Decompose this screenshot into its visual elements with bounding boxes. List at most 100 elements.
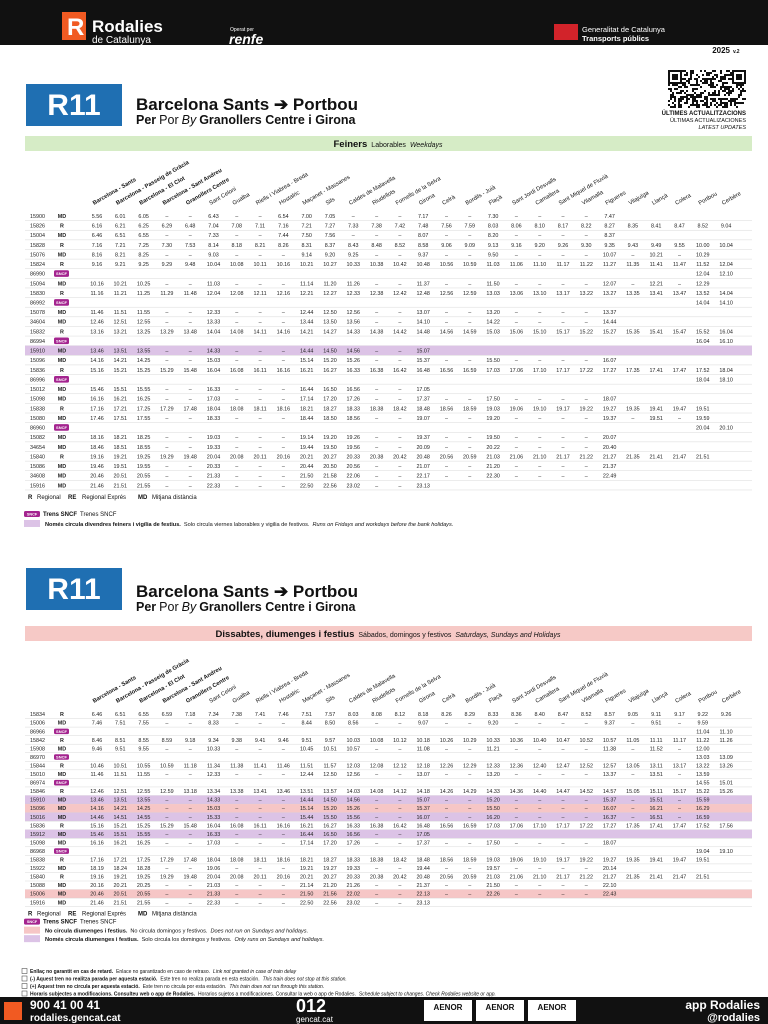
qr-cell [714, 104, 716, 106]
train-type: MD [58, 840, 66, 846]
gencat-sub: Transports públics [582, 34, 649, 43]
qr-cell [702, 74, 704, 76]
qr-cell [708, 84, 710, 86]
qr-cell [678, 70, 680, 72]
time: 18.16 [277, 406, 291, 412]
time: 14.10 [719, 301, 733, 307]
time: 13.57 [323, 789, 337, 795]
footnote: (-) Aquest tren no realitza parada per a… [30, 977, 347, 983]
qr-cell [702, 78, 704, 80]
time: 10.21 [649, 252, 663, 258]
qr-cell [732, 70, 734, 72]
time: 13.27 [603, 291, 617, 297]
qr-cell [674, 78, 676, 80]
time: 17.22 [580, 368, 594, 374]
time: 16.07 [416, 815, 430, 821]
time: 14.29 [463, 789, 477, 795]
time: 8.06 [511, 224, 522, 230]
train-type: R [60, 454, 64, 460]
qr-cell [694, 88, 696, 90]
train-number: 15838 [30, 406, 45, 412]
time: 13.05 [626, 763, 640, 769]
time: 19.06 [207, 866, 221, 872]
day-part: Weekdays [410, 142, 443, 149]
time: 19.47 [673, 406, 687, 412]
time: 13.59 [696, 772, 710, 778]
time: 7.44 [278, 233, 289, 239]
time: 21.46 [90, 483, 104, 489]
time: 10.51 [114, 763, 128, 769]
time: 17.37 [416, 840, 430, 846]
time: 13.48 [183, 329, 197, 335]
qr-cell [722, 98, 724, 100]
qr-cell [744, 82, 746, 84]
time: – [515, 214, 518, 220]
time: 17.47 [673, 823, 687, 829]
qr-cell [668, 104, 670, 106]
time: 14.16 [90, 806, 104, 812]
time: 8.07 [418, 233, 429, 239]
qr-cell [738, 78, 740, 80]
time: – [562, 416, 565, 422]
qr-cell [702, 82, 704, 84]
time: 10.29 [696, 252, 710, 258]
qr-cell [720, 100, 722, 102]
qr-cell [670, 96, 672, 98]
time: 12.56 [347, 772, 361, 778]
time: 14.21 [300, 329, 314, 335]
qr-cell [668, 100, 670, 102]
time: – [375, 900, 378, 906]
train-type: R [60, 823, 64, 829]
qr-cell [706, 102, 708, 104]
time: – [235, 358, 238, 364]
train-number: 15834 [30, 712, 45, 718]
time: 6.46 [92, 233, 103, 239]
qr-cell [672, 94, 674, 96]
time: 20.11 [254, 454, 267, 460]
time: 9.22 [698, 712, 709, 718]
time: 16.16 [90, 397, 104, 403]
time: – [235, 892, 238, 898]
time: 15.20 [486, 798, 500, 804]
time: 9.51 [651, 721, 662, 727]
time: – [678, 798, 681, 804]
time: 7.25 [138, 243, 149, 249]
time: – [398, 840, 401, 846]
time: 17.37 [416, 397, 430, 403]
time: 8.20 [488, 233, 499, 239]
time: 15.51 [114, 387, 128, 393]
time: 13.07 [416, 310, 430, 316]
time: 14.40 [533, 789, 547, 795]
time: 11.47 [673, 262, 686, 268]
time: 14.55 [696, 781, 710, 787]
time: 10.29 [463, 738, 477, 744]
time: 14.46 [90, 815, 104, 821]
qr-cell [714, 74, 716, 76]
time: 19.29 [160, 875, 174, 881]
time: 16.11 [254, 823, 267, 829]
time: – [631, 798, 634, 804]
time: 21.07 [416, 464, 430, 470]
time: 18.38 [370, 858, 384, 864]
time: 15.26 [347, 358, 361, 364]
time: 13.03 [486, 291, 500, 297]
train-type: R [60, 329, 64, 335]
time: – [468, 435, 471, 441]
time: 10.08 [230, 262, 244, 268]
time: 19.10 [719, 849, 733, 855]
time: 15.03 [207, 358, 221, 364]
time: 14.55 [137, 815, 151, 821]
note-part: Does not run on Sundays and holidays. [210, 929, 308, 935]
time: – [235, 281, 238, 287]
time: – [282, 721, 285, 727]
time: – [259, 214, 262, 220]
time: 19.48 [183, 875, 197, 881]
brand-sub: de Catalunya [92, 35, 151, 46]
time: 15.44 [300, 815, 314, 821]
qr-cell [730, 90, 732, 92]
train-number: 86992 [30, 301, 45, 307]
legend-code: R [28, 495, 33, 501]
station-name: Celrà [442, 692, 458, 705]
qr-cell [696, 78, 698, 80]
